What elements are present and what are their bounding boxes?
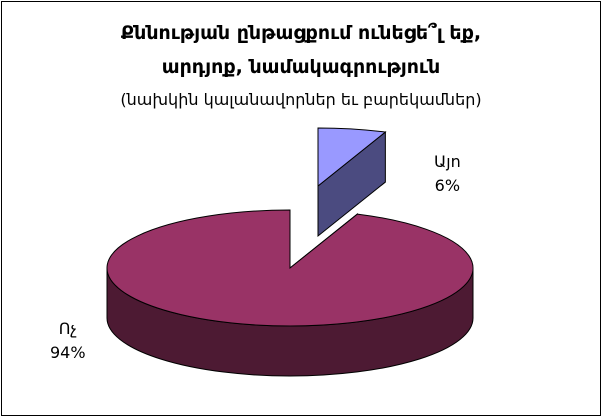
chart-subtitle: (նախկին կալանավորներ եւ բարեկամներ)	[120, 90, 482, 109]
slice-label-no-value: 94%	[50, 343, 86, 362]
pie-slice-no	[106, 209, 474, 377]
slice-label-no-category: Ոչ	[58, 319, 77, 338]
chart-title-line-2: արդյոք, նամակագրություն	[161, 56, 441, 78]
slice-label-no: Ոչ 94%	[50, 317, 86, 365]
pie-slice-yes-top	[317, 127, 387, 188]
chart-title-line-1: Քննության ընթացքում ունեցե՞լ եք,	[120, 22, 482, 44]
pie-slice-yes	[317, 127, 387, 238]
pie-slice-no-top	[106, 209, 474, 327]
slice-label-yes-value: 6%	[434, 176, 461, 195]
slice-label-yes: Այո 6%	[434, 150, 461, 198]
slice-label-yes-category: Այո	[434, 152, 461, 171]
